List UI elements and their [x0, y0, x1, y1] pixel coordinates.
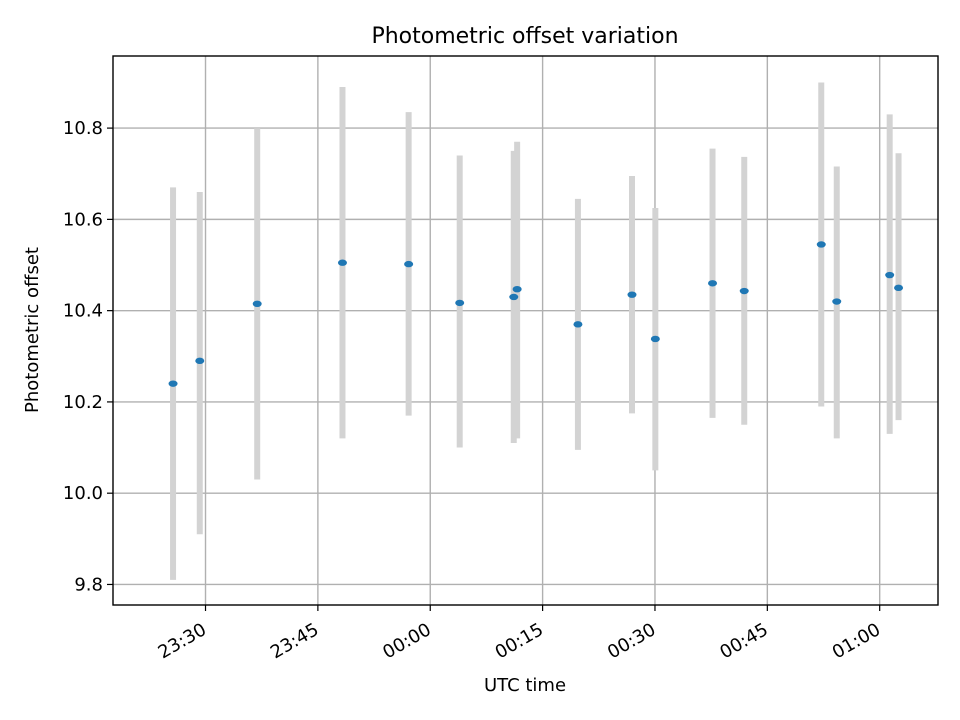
data-point — [168, 380, 178, 387]
x-axis-label: UTC time — [484, 675, 566, 696]
y-axis-label: Photometric offset — [22, 247, 43, 413]
y-axis: 9.8 10.0 10.2 10.4 10.6 10.8 — [63, 118, 113, 595]
data-point — [455, 299, 465, 307]
x-tick-label: 00:15 — [492, 619, 547, 663]
data-point — [252, 300, 262, 308]
x-tick-label: 00:00 — [379, 619, 434, 663]
x-tick-label: 23:30 — [155, 619, 210, 663]
x-tick-label: 23:45 — [267, 619, 322, 663]
chart-title: Photometric offset variation — [371, 24, 678, 49]
x-tick-label: 01:00 — [829, 619, 884, 663]
y-tick-label: 10.8 — [63, 118, 103, 139]
y-tick-label: 9.8 — [74, 574, 103, 595]
data-point — [509, 293, 519, 301]
data-point — [816, 241, 826, 248]
data-point — [832, 298, 842, 305]
data-point — [195, 357, 205, 365]
x-tick-label: 00:45 — [716, 619, 771, 663]
error-bars — [170, 82, 902, 580]
data-point — [404, 260, 414, 268]
data-point — [708, 280, 718, 287]
data-point — [627, 291, 637, 298]
y-tick-label: 10.6 — [63, 209, 103, 230]
plot-area-frame — [112, 55, 939, 606]
data-point — [512, 285, 522, 293]
grid — [113, 56, 938, 605]
data-points — [168, 241, 904, 387]
x-tick-label: 00:30 — [604, 619, 659, 663]
data-point — [739, 287, 749, 295]
y-tick-label: 10.2 — [63, 392, 103, 413]
y-tick-label: 10.0 — [63, 483, 103, 504]
data-point — [337, 259, 347, 266]
data-point — [650, 335, 660, 343]
x-axis: 23:30 23:45 00:00 00:15 00:30 00:45 01:00 — [155, 605, 884, 663]
data-point — [573, 321, 583, 328]
y-tick-label: 10.4 — [63, 301, 103, 322]
data-point — [885, 271, 895, 279]
data-point — [894, 284, 904, 292]
